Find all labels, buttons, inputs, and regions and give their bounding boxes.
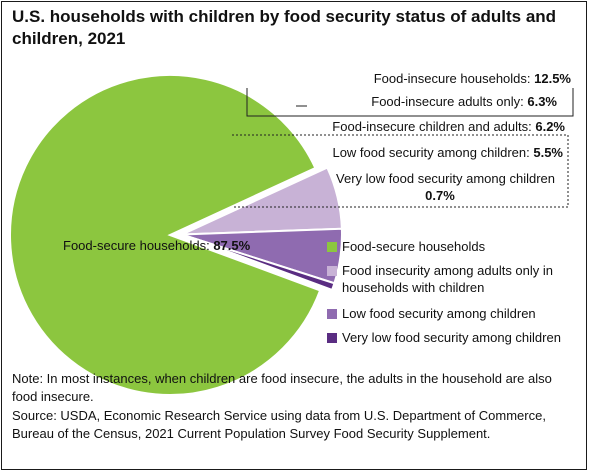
callout-children-and-adults: Food-insecure children and adults: 6.2% [332,119,565,134]
legend-label-2-0: Low food security among children [342,306,536,321]
legend-swatch-0 [327,242,337,252]
pie-slice-0 [9,74,322,396]
legend-swatch-3 [327,333,337,343]
chart-source: Source: USDA, Economic Research Service … [12,408,546,441]
pie-slice-3 [181,233,336,292]
pie-slices [9,74,343,396]
chart-title: U.S. households with children by food se… [12,7,557,48]
legend-swatch-1 [327,266,337,276]
callout-lines [232,88,574,208]
legend-label-1-1: households with children [342,280,484,295]
callout-low-children: Low food security among children: 5.5% [332,145,563,160]
callout-bracket-insecure [246,88,574,117]
legend-swatch-2 [327,309,337,319]
callout-very-low-children-value: 0.7% [425,188,455,203]
legend-label-1-0: Food insecurity among adults only in [342,263,553,278]
callout-adults-only: Food-insecure adults only: 6.3% [371,94,557,109]
callouts: Food-insecure households: 12.5% Food-ins… [332,71,571,203]
callout-food-insecure-households: Food-insecure households: 12.5% [374,71,572,86]
legend-label-0-0: Food-secure households [342,239,486,254]
callout-very-low-children: Very low food security among children [336,171,555,186]
legend-label-3-0: Very low food security among children [342,330,561,345]
slice-label-food-secure: Food-secure households: 87.5% [63,238,251,253]
legend: Food-secure households Food insecurity am… [327,239,561,345]
chart-note: Note: In most instances, when children a… [12,371,552,404]
callout-box-children [232,134,569,208]
